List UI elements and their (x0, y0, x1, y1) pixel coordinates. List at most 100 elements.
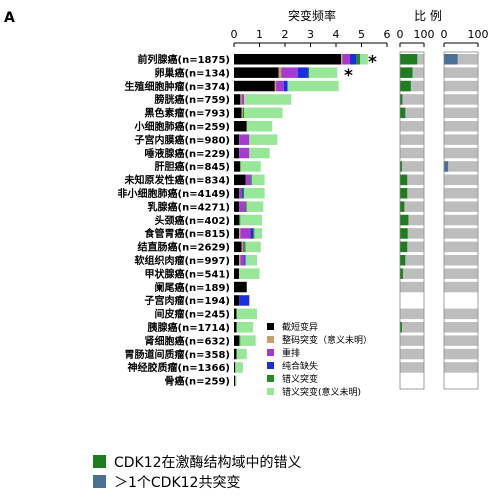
ratio-bar-bg (444, 281, 478, 293)
ratio-bar-bg (444, 362, 478, 373)
category-label: 胰腺癌(n=1714) (148, 321, 230, 334)
ratio-bar-green (400, 107, 406, 119)
ratio-bar-bg (400, 281, 424, 293)
ratio-bar-bg (444, 147, 478, 159)
ratio-bar-bg (400, 322, 424, 333)
freq-bar-segment (234, 295, 240, 306)
freq-bar-segment (246, 201, 264, 212)
freq-bar-segment (234, 201, 240, 212)
freq-bar-segment (244, 94, 292, 105)
category-label: 黑色素瘤(n=793) (144, 107, 230, 120)
legend-label: 整码突变（意义未明） (282, 334, 372, 346)
freq-tick-label: 0 (231, 28, 238, 41)
ratio-bar-green (400, 201, 405, 212)
freq-bar-segment (281, 67, 298, 78)
freq-bar-segment (235, 375, 237, 387)
freq-bar-segment (234, 322, 237, 333)
ratio-tick-label: 100 (414, 28, 435, 41)
ratio-bar-bg (400, 348, 424, 360)
ratio-panel-frame (443, 51, 479, 390)
ratio-bar-bg (444, 348, 478, 360)
freq-bar-segment (276, 80, 284, 92)
freq-bar-segment (234, 174, 246, 186)
ratio-panels (399, 51, 479, 390)
ratio-bar-bg (444, 174, 478, 186)
ratio-bar-bg (444, 188, 478, 199)
freq-bar-segment (242, 107, 245, 119)
freq-bar-segment (249, 147, 270, 159)
significance-star: * (368, 53, 377, 73)
freq-bar-segment (250, 174, 252, 186)
category-label: 膀胱癌(n=759) (153, 93, 230, 106)
freq-bar-segment (234, 214, 240, 226)
freq-bar-segment (234, 335, 240, 346)
freq-bar-segment (356, 54, 361, 65)
ratio-tick-label: 0 (441, 28, 448, 41)
freq-bar-segment (236, 322, 254, 333)
freq-bar-segment (235, 362, 243, 373)
freq-bar-segment (244, 107, 283, 119)
freq-bar-segment (234, 241, 242, 253)
legend-label-comutation: ＞1个CDK12共突变 (114, 475, 241, 491)
freq-bar-segment (234, 147, 240, 159)
ratio-bar-bg (444, 241, 478, 253)
ratio-bar-green (400, 214, 409, 226)
freq-bar-segment (341, 54, 343, 65)
freq-bar-segment (242, 241, 245, 253)
freq-bar-segment (283, 80, 288, 92)
freq-bar-segment (297, 67, 308, 78)
freq-tick-label: 5 (358, 28, 365, 41)
freq-bar-segment (234, 161, 241, 172)
ratio-bar-bg (444, 255, 478, 266)
category-label: 阑尾癌(n=189) (154, 281, 230, 294)
freq-bar-segment (239, 228, 241, 239)
ratio-bar-bg (400, 161, 424, 172)
ratio-bar-bg (444, 54, 478, 65)
category-label: 唾液腺癌(n=229) (144, 147, 230, 160)
ratio-bar-bg (400, 80, 424, 92)
freq-bar-segment (239, 268, 260, 279)
freq-bar-segment (240, 94, 242, 105)
freq-bar-segment (245, 241, 261, 253)
legend-swatch (267, 375, 274, 382)
ratio-bar-bg (444, 107, 478, 119)
ratio-bar-bg (400, 121, 424, 132)
freq-bar-segment (234, 281, 247, 293)
ratio-panel-frame (399, 51, 425, 390)
ratio-bar-green (400, 241, 408, 253)
freq-bar-segment (234, 134, 240, 145)
ratio-bar-green (400, 228, 408, 239)
freq-bar-segment (253, 228, 255, 239)
ratio-bar-bg (400, 228, 424, 239)
freq-bar-segment (278, 67, 282, 78)
legend-label: 重排 (282, 347, 300, 359)
legend-swatch (267, 388, 274, 395)
freq-bar-segment (241, 94, 245, 105)
freq-bar-segment (309, 67, 338, 78)
legend-label: 错义突变(意义未明) (282, 386, 361, 398)
ratio-bar-bg (400, 362, 424, 373)
category-label: 肝胆癌(n=845) (154, 160, 230, 173)
legend-label: 纯合缺失 (282, 360, 318, 372)
ratio-bar-bg (400, 188, 424, 199)
freq-tick-label: 6 (384, 28, 391, 41)
ratio-bar-blue (444, 54, 458, 65)
category-label: 卵巢癌(n=134) (154, 66, 230, 79)
ratio-bar-bg (444, 94, 478, 105)
freq-bar-segment (241, 188, 243, 199)
category-label: 乳腺癌(n=4271) (148, 200, 230, 213)
ratio-bar-bg (444, 134, 478, 145)
freq-bar-segment (249, 134, 278, 145)
freq-bar-segment (254, 228, 263, 239)
freq-tick-label: 3 (307, 28, 314, 41)
ratio-bar-bg (400, 214, 424, 226)
ratio-bar-bg (400, 201, 424, 212)
freq-bar-segment (287, 80, 339, 92)
freq-bar-segment (307, 67, 310, 78)
legend-swatch-blue (93, 475, 106, 488)
category-label: 胃肠道间质瘤(n=358) (124, 348, 230, 361)
freq-bar-segment (234, 94, 241, 105)
ratio-bar-green (400, 67, 413, 78)
legend-swatch (267, 362, 274, 369)
